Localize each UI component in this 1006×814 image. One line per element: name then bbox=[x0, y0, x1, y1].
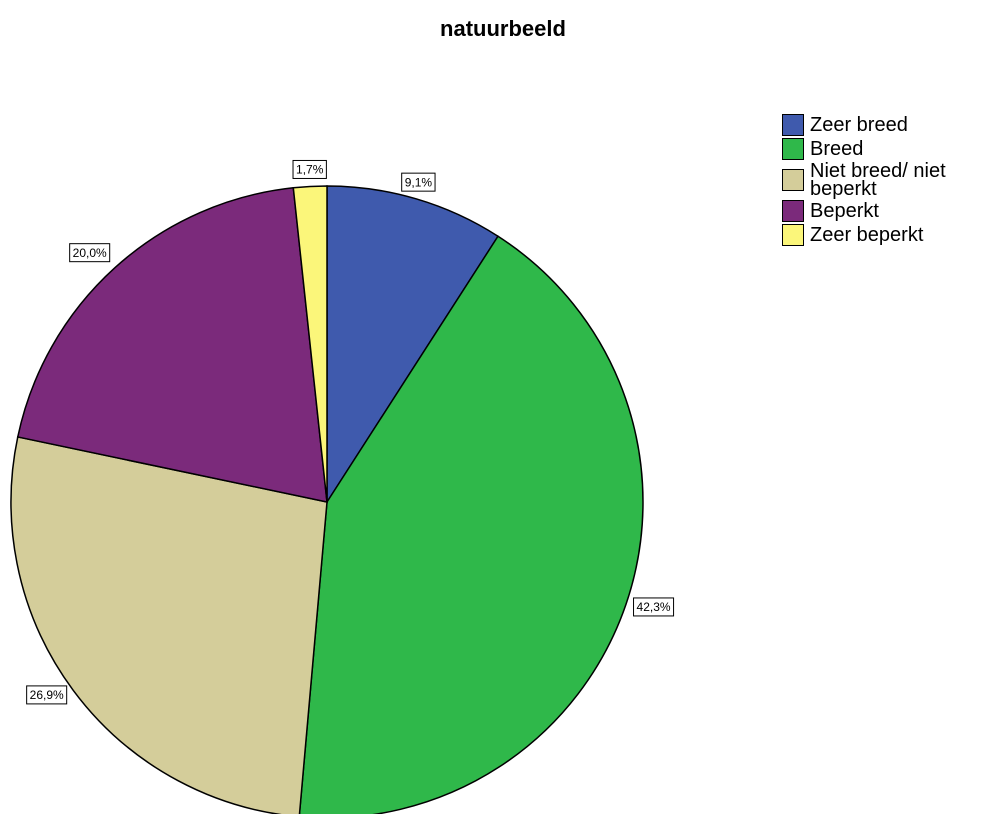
value-label: 9,1% bbox=[401, 172, 436, 192]
pie-slice bbox=[298, 235, 644, 814]
value-label: 42,3% bbox=[633, 597, 675, 617]
legend-swatch bbox=[782, 200, 804, 222]
value-label: 1,7% bbox=[292, 159, 327, 179]
legend-swatch bbox=[782, 114, 804, 136]
pie-slice bbox=[10, 436, 328, 814]
value-label-text: 26,9% bbox=[30, 688, 64, 702]
value-label-text: 20,0% bbox=[73, 246, 107, 260]
legend-swatch bbox=[782, 224, 804, 246]
legend-label: Breed bbox=[810, 138, 864, 160]
pie-slice bbox=[326, 185, 500, 505]
pie-slice bbox=[292, 185, 328, 503]
chart-title: natuurbeeld bbox=[440, 16, 566, 41]
legend: Zeer breed Breed Niet breed/ niet beperkt B… bbox=[782, 114, 1002, 248]
value-label: 26,9% bbox=[26, 685, 68, 705]
value-label-box bbox=[69, 243, 111, 263]
legend-item: Zeer beperkt bbox=[782, 224, 1002, 246]
legend-item: Niet breed/ niet beperkt bbox=[782, 160, 1002, 200]
value-label-text: 42,3% bbox=[637, 600, 671, 614]
value-label-box bbox=[633, 597, 675, 617]
legend-label: Niet breed/ niet beperkt bbox=[810, 160, 946, 200]
value-label-box bbox=[292, 159, 327, 179]
legend-swatch bbox=[782, 169, 804, 191]
legend-swatch bbox=[782, 138, 804, 160]
pie-slice bbox=[16, 186, 328, 503]
legend-item: Beperkt bbox=[782, 200, 1002, 222]
legend-item: Zeer breed bbox=[782, 114, 1002, 136]
legend-item: Breed bbox=[782, 138, 1002, 160]
legend-label: Zeer breed bbox=[810, 114, 908, 136]
value-label-box bbox=[26, 685, 68, 705]
legend-label: Beperkt bbox=[810, 200, 879, 222]
value-label-text: 9,1% bbox=[405, 175, 433, 189]
value-label-text: 1,7% bbox=[296, 163, 324, 177]
value-label-box bbox=[401, 172, 436, 192]
legend-label: Zeer beperkt bbox=[810, 224, 924, 246]
value-label: 20,0% bbox=[69, 243, 111, 263]
